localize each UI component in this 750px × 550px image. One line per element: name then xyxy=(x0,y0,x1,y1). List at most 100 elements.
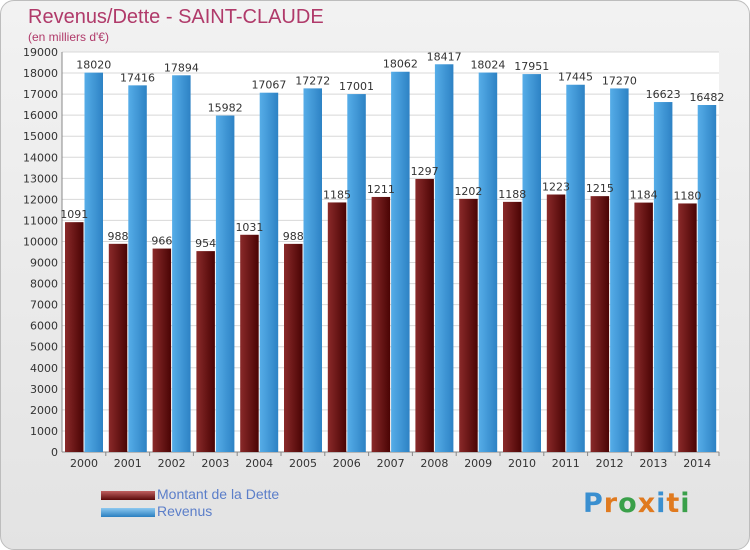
legend-swatch-dette xyxy=(101,491,155,500)
chart-subtitle: (en milliers d'€) xyxy=(28,30,109,44)
y-tick-label: 15000 xyxy=(23,130,58,143)
y-tick-label: 6000 xyxy=(30,320,58,333)
bar-dette xyxy=(459,198,478,452)
data-label-dette: 1091 xyxy=(60,208,88,221)
legend-label-dette: Montant de la Dette xyxy=(157,486,280,502)
bar-dette xyxy=(65,222,84,452)
y-tick-label: 10000 xyxy=(23,235,58,248)
logo-letter: o xyxy=(618,488,638,519)
x-tick-label: 2004 xyxy=(245,457,273,470)
y-tick-label: 2000 xyxy=(30,404,58,417)
y-tick-label: 19000 xyxy=(23,46,58,59)
bar-dette xyxy=(678,203,697,452)
logo-letter: r xyxy=(603,488,619,519)
y-tick-label: 18000 xyxy=(23,67,58,80)
data-label-revenus: 17272 xyxy=(295,74,330,87)
logo-letter: t xyxy=(666,488,681,519)
bar-dette xyxy=(634,202,653,452)
x-tick-label: 2000 xyxy=(70,457,98,470)
x-tick-label: 2012 xyxy=(596,457,624,470)
data-label-dette: 1215 xyxy=(586,182,614,195)
bar-revenus xyxy=(434,64,454,452)
data-label-dette: 1223 xyxy=(542,181,570,194)
bar-revenus xyxy=(522,74,541,452)
bar-dette xyxy=(415,178,434,452)
data-label-dette: 954 xyxy=(195,237,216,250)
bar-dette xyxy=(503,201,522,452)
data-label-dette: 1184 xyxy=(630,189,658,202)
y-tick-label: 4000 xyxy=(30,362,58,375)
data-label-dette: 1297 xyxy=(411,165,439,178)
x-tick-label: 2005 xyxy=(289,457,317,470)
bar-revenus xyxy=(215,115,235,453)
x-tick-label: 2001 xyxy=(114,457,142,470)
logo-letter: x xyxy=(637,488,657,519)
legend-swatch-revenus xyxy=(101,508,155,517)
data-label-revenus: 15982 xyxy=(208,102,243,115)
x-tick-label: 2011 xyxy=(552,457,580,470)
data-label-revenus: 18024 xyxy=(470,59,505,72)
data-label-revenus: 18062 xyxy=(383,58,418,71)
data-label-revenus: 16623 xyxy=(646,88,681,101)
y-tick-label: 3000 xyxy=(30,383,58,396)
data-label-revenus: 17001 xyxy=(339,80,374,93)
x-tick-label: 2013 xyxy=(639,457,667,470)
data-label-revenus: 17270 xyxy=(602,74,637,87)
bar-revenus xyxy=(478,72,498,453)
chart-title: Revenus/Dette - SAINT-CLAUDE xyxy=(28,6,324,28)
data-label-dette: 1211 xyxy=(367,183,395,196)
x-tick-label: 2014 xyxy=(683,457,711,470)
bar-dette xyxy=(108,243,128,452)
data-label-revenus: 17416 xyxy=(120,71,155,84)
bar-revenus xyxy=(566,84,585,452)
bar-dette xyxy=(327,202,347,452)
y-tick-label: 17000 xyxy=(23,88,58,101)
logo-letter: P xyxy=(583,488,604,519)
data-label-revenus: 18417 xyxy=(427,50,462,63)
y-tick-label: 11000 xyxy=(23,214,58,227)
bar-dette xyxy=(196,251,215,452)
bar-revenus xyxy=(303,88,322,453)
logo-letter: i xyxy=(680,488,691,519)
plot-area xyxy=(62,52,719,452)
x-tick-label: 2003 xyxy=(201,457,229,470)
x-tick-label: 2007 xyxy=(377,457,405,470)
x-tick-label: 2002 xyxy=(158,457,186,470)
bar-dette xyxy=(152,248,172,452)
bar-dette xyxy=(240,234,259,452)
data-label-dette: 988 xyxy=(283,230,304,243)
data-label-dette: 1188 xyxy=(498,188,526,201)
legend-label-revenus: Revenus xyxy=(157,503,213,519)
data-label-revenus: 17951 xyxy=(514,60,549,73)
y-tick-label: 16000 xyxy=(23,109,58,122)
x-tick-label: 2006 xyxy=(333,457,361,470)
x-tick-label: 2010 xyxy=(508,457,536,470)
bar-revenus xyxy=(259,92,279,453)
bar-revenus xyxy=(172,75,191,452)
y-tick-label: 5000 xyxy=(30,341,58,354)
bar-revenus xyxy=(84,72,103,452)
y-tick-label: 0 xyxy=(51,446,58,459)
bar-revenus xyxy=(128,85,147,453)
data-label-revenus: 18020 xyxy=(76,59,111,72)
data-label-dette: 966 xyxy=(151,235,172,248)
x-tick-label: 2008 xyxy=(420,457,448,470)
y-tick-label: 13000 xyxy=(23,172,58,185)
y-tick-label: 7000 xyxy=(30,299,58,312)
y-tick-label: 14000 xyxy=(23,151,58,164)
bar-dette xyxy=(284,243,303,452)
data-label-revenus: 17067 xyxy=(251,79,286,92)
data-label-dette: 1185 xyxy=(323,188,351,201)
logo-letter: i xyxy=(656,488,667,519)
y-tick-label: 12000 xyxy=(23,193,58,206)
y-tick-label: 9000 xyxy=(30,257,58,270)
bar-dette xyxy=(546,194,566,453)
y-tick-label: 8000 xyxy=(30,278,58,291)
data-label-revenus: 16482 xyxy=(689,91,724,104)
y-tick-label: 1000 xyxy=(30,425,58,438)
proxiti-logo: Proxiti xyxy=(583,488,691,519)
data-label-revenus: 17894 xyxy=(164,61,199,74)
data-label-dette: 1202 xyxy=(454,185,482,198)
